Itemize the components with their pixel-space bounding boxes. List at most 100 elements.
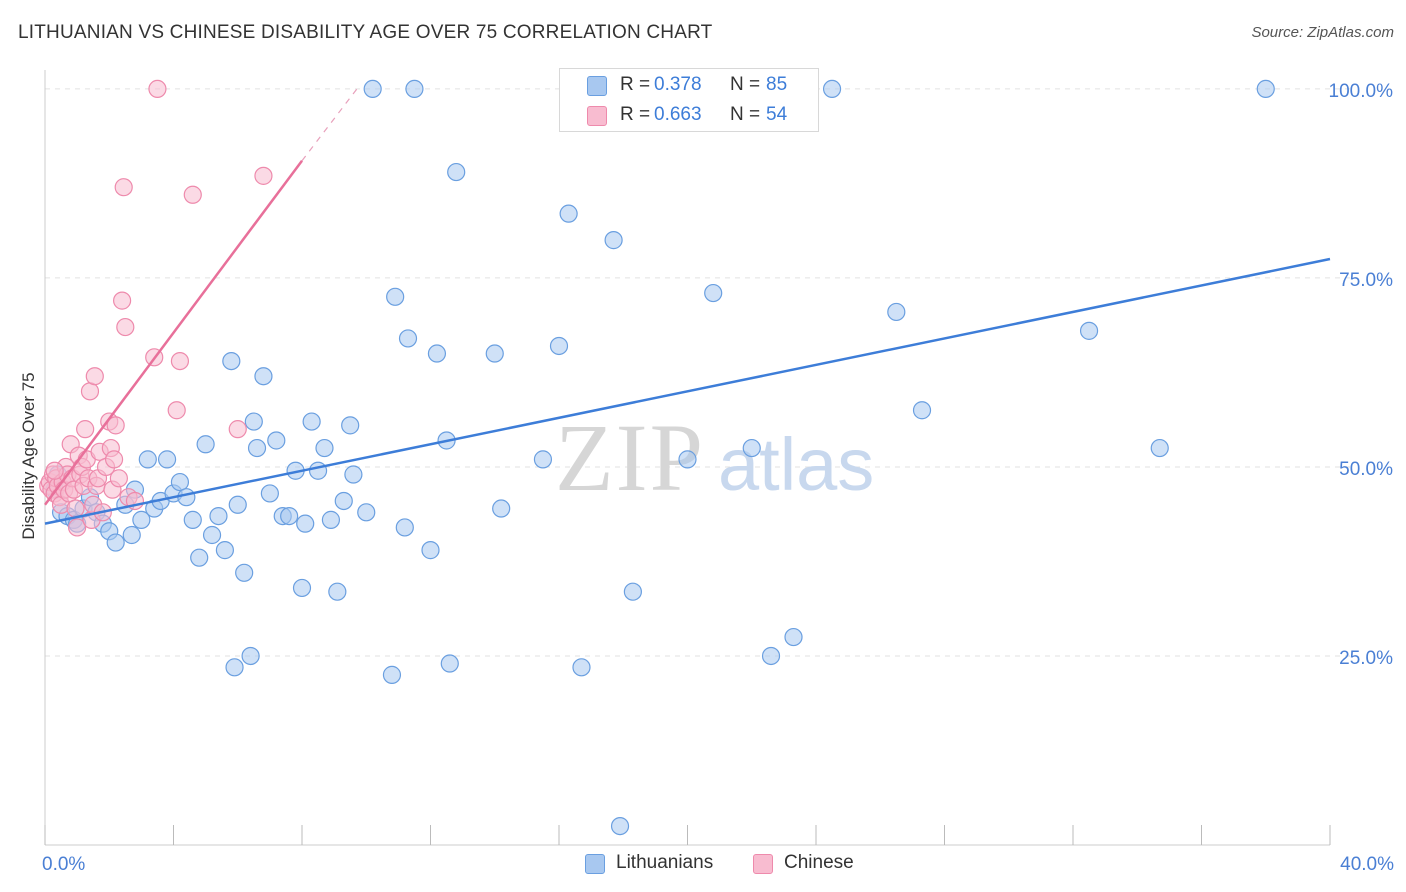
point-chinese (109, 469, 128, 488)
point-chinese (112, 291, 132, 310)
legend-n-label: N = (730, 104, 761, 125)
legend-n-label: N = (730, 74, 761, 95)
point-lithuanians (427, 344, 447, 363)
trendline-lithuanians (44, 257, 1331, 525)
point-lithuanians (302, 412, 321, 431)
legend-row-chinese: R = 0.663 N = 54 (560, 101, 818, 131)
legend-n-value: 54 (766, 104, 788, 125)
point-lithuanians (761, 646, 781, 666)
point-lithuanians (341, 416, 360, 435)
point-lithuanians (106, 533, 125, 552)
point-lithuanians (912, 401, 932, 420)
point-lithuanians (678, 450, 697, 469)
point-chinese (116, 317, 135, 337)
point-lithuanians (267, 431, 286, 450)
y-tick-label: 50.0% (1339, 459, 1393, 480)
legend-r-label: R = (620, 74, 651, 95)
trend-layer (43, 84, 1331, 525)
bottom-legend-swatch-blue (585, 854, 605, 874)
point-lithuanians (132, 510, 151, 529)
legend-row-lithuanians: R = 0.378 N = 85 (560, 71, 818, 101)
point-lithuanians (742, 438, 761, 458)
point-chinese (68, 518, 87, 537)
point-lithuanians (623, 582, 642, 601)
point-lithuanians (1256, 79, 1275, 99)
point-chinese (106, 416, 125, 435)
point-lithuanians (328, 582, 347, 601)
source-label: Source: ZipAtlas.com (1251, 24, 1394, 41)
point-lithuanians (1079, 321, 1099, 340)
point-lithuanians (157, 450, 177, 469)
point-chinese (114, 178, 133, 197)
point-lithuanians (447, 162, 466, 182)
legend-n-value: 85 (766, 74, 788, 95)
point-chinese (183, 185, 202, 204)
legend-r-label: R = (620, 104, 651, 125)
point-lithuanians (572, 658, 591, 677)
point-lithuanians (405, 79, 424, 99)
point-lithuanians (215, 541, 234, 560)
trendline-chinese (43, 159, 304, 506)
point-lithuanians (382, 665, 402, 684)
stats-legend: R = 0.378 N = 85 R = 0.663 N = 54 (559, 68, 819, 132)
point-lithuanians (610, 816, 630, 836)
point-lithuanians (398, 329, 418, 348)
point-lithuanians (549, 336, 569, 356)
point-lithuanians (225, 658, 244, 677)
point-chinese (170, 351, 190, 371)
legend-swatch-pink (587, 106, 607, 126)
point-lithuanians (235, 563, 254, 582)
point-lithuanians (138, 450, 157, 469)
y-tick-label: 75.0% (1339, 270, 1393, 291)
point-lithuanians (492, 499, 511, 518)
point-lithuanians (190, 548, 209, 567)
point-lithuanians (308, 461, 328, 480)
y-tick-label: 100.0% (1329, 81, 1394, 102)
point-lithuanians (280, 506, 299, 526)
point-lithuanians (202, 525, 222, 545)
point-chinese (45, 461, 64, 480)
point-chinese (85, 367, 104, 386)
point-lithuanians (604, 231, 623, 250)
point-lithuanians (357, 503, 376, 522)
x-tick-label: 0.0% (42, 854, 85, 875)
watermark: ZIP atlas (555, 404, 874, 511)
legend-r-value: 0.378 (654, 74, 702, 95)
point-lithuanians (559, 204, 578, 223)
point-lithuanians (292, 578, 312, 598)
point-lithuanians (222, 351, 241, 371)
point-lithuanians (533, 450, 553, 469)
bottom-legend-swatch-pink (753, 854, 773, 874)
point-lithuanians (386, 287, 405, 306)
point-lithuanians (421, 541, 440, 560)
bottom-legend-label: Lithuanians (616, 852, 714, 873)
point-lithuanians (228, 495, 247, 514)
point-lithuanians (241, 646, 260, 666)
point-lithuanians (485, 344, 504, 363)
point-lithuanians (1150, 438, 1169, 458)
point-lithuanians (296, 514, 315, 533)
point-lithuanians (177, 488, 196, 507)
point-chinese (66, 499, 85, 518)
point-chinese (80, 382, 100, 401)
point-lithuanians (247, 438, 267, 458)
point-lithuanians (244, 412, 263, 431)
point-lithuanians (822, 79, 842, 99)
point-chinese (76, 420, 95, 439)
point-lithuanians (887, 302, 906, 322)
point-lithuanians (254, 367, 273, 386)
legend-swatch-blue (587, 76, 607, 96)
bottom-legend-label: Chinese (784, 852, 854, 873)
y-axis-label: Disability Age Over 75 (19, 372, 38, 539)
x-tick-label: 40.0% (1340, 854, 1394, 875)
point-lithuanians (122, 525, 141, 545)
point-lithuanians (321, 510, 341, 529)
watermark-zip: ZIP (555, 404, 705, 511)
point-lithuanians (170, 472, 190, 492)
point-chinese (148, 79, 167, 99)
axis-layer (44, 70, 1331, 846)
chart-title: LITHUANIAN VS CHINESE DISABILITY AGE OVE… (18, 22, 713, 43)
point-lithuanians (315, 438, 334, 458)
point-lithuanians (334, 491, 353, 511)
